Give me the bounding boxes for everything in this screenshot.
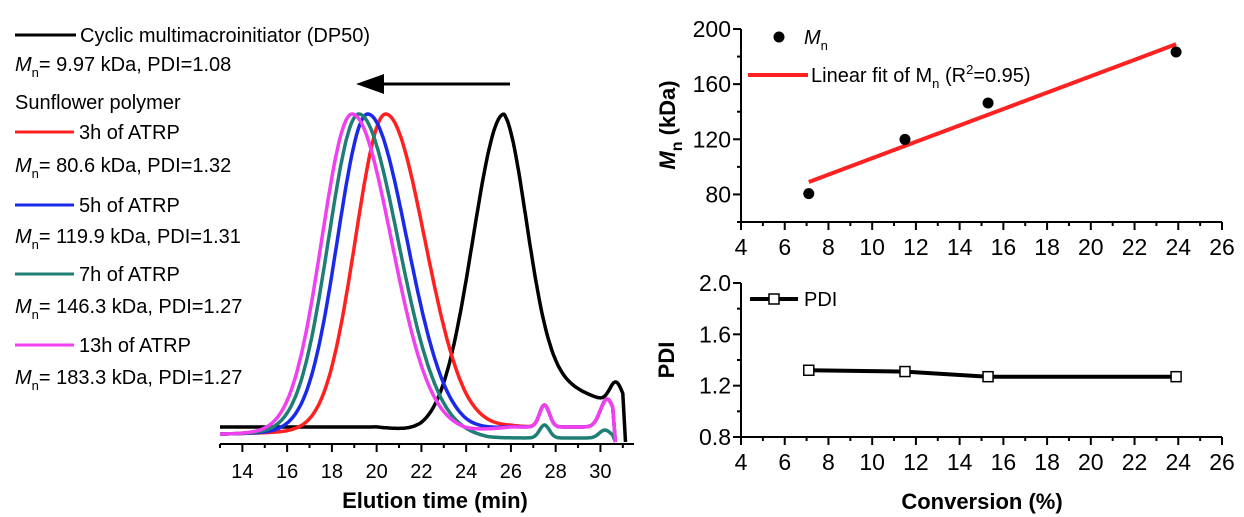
mn-legend: Mn Linear fit of Mn (R2=0.95) [748, 27, 1031, 91]
pdi-x-tick-label: 4 [735, 449, 748, 475]
pdi-series [803, 364, 1182, 383]
pdi-point [803, 364, 815, 377]
legend-info-5h: Mn= 119.9 kDa, PDI=1.31 [15, 226, 241, 252]
pdi-legend-marker [768, 293, 780, 305]
legend-label-3h: 3h of ATRP [79, 122, 180, 144]
pdi-x-tick-label: 26 [1209, 449, 1235, 475]
legend-entry-3h: 3h of ATRP Mn= 80.6 kDa, PDI=1.32 [15, 122, 231, 181]
gpc-curves [219, 112, 628, 443]
pdi-x-tick-label: 18 [1034, 449, 1060, 475]
gpc-tick-label: 18 [321, 461, 343, 483]
mn-points [803, 46, 1182, 200]
pdi-x-tick-label: 12 [903, 449, 929, 475]
pdi-y-tick-label: 2.0 [699, 270, 731, 296]
mn-legend-label-fit: Linear fit of Mn (R2=0.95) [811, 62, 1031, 91]
mn-x-tick-label: 4 [735, 234, 748, 260]
mn-y-axis-label: Mn (kDa) [655, 80, 686, 169]
mn-y-tick-label: 80 [705, 181, 731, 207]
gpc-tick-label: 26 [500, 461, 522, 483]
gpc-trace-0 [219, 112, 628, 443]
pdi-x-tick-label: 20 [1078, 449, 1104, 475]
legend-label-7h: 7h of ATRP [79, 264, 180, 286]
mn-point [899, 133, 911, 145]
gpc-trace-1 [219, 112, 618, 443]
pdi-legend: PDI [750, 289, 837, 311]
mn-legend-marker [773, 31, 785, 43]
mn-panel: 80 120 160 200 4 6 8 10 12 14 16 18 20 22 24 26 Mn (kD… [655, 16, 1235, 260]
pdi-x-tick-label: 8 [822, 449, 835, 475]
mn-x-tick-label: 26 [1209, 234, 1235, 260]
mn-x-tick-label: 20 [1078, 234, 1104, 260]
gpc-tick-label: 14 [231, 461, 253, 483]
legend-info-3h: Mn= 80.6 kDa, PDI=1.32 [15, 155, 231, 181]
pdi-point [899, 365, 911, 378]
legend-entry-5h: 5h of ATRP Mn= 119.9 kDa, PDI=1.31 [15, 195, 241, 252]
gpc-tick-label: 30 [589, 461, 611, 483]
gpc-tick-label: 16 [276, 461, 298, 483]
legend-entry-13h: 13h of ATRP Mn= 183.3 kDa, PDI=1.27 [15, 335, 242, 393]
gpc-trace-3 [219, 112, 618, 443]
pdi-y-tick-label: 0.8 [699, 424, 731, 450]
gpc-tick-label: 20 [366, 461, 388, 483]
pdi-y-tick-label: 1.2 [699, 373, 731, 399]
mn-y-ticks: 80 120 160 200 [693, 16, 741, 223]
legend-label-5h: 5h of ATRP [79, 195, 180, 217]
mn-x-tick-label: 18 [1034, 234, 1060, 260]
legend-entry-dp50: Cyclic multimacroinitiator (DP50) Mn= 9.… [15, 25, 370, 80]
pdi-point [1170, 370, 1182, 383]
pdi-line [808, 368, 1177, 379]
legend-info-7h: Mn= 146.3 kDa, PDI=1.27 [15, 296, 242, 322]
gpc-x-axis-label: Elution time (min) [342, 488, 528, 513]
gpc-tick-label: 22 [410, 461, 432, 483]
pdi-y-tick-label: 1.6 [699, 321, 731, 347]
pdi-x-axis-label: Conversion (%) [901, 489, 1062, 514]
mn-fit-line [808, 42, 1177, 184]
legend-label-13h: 13h of ATRP [79, 335, 191, 357]
gpc-trace-2 [219, 112, 618, 443]
legend-label-dp50: Cyclic multimacroinitiator (DP50) [80, 25, 370, 47]
legend-info-dp50: Mn= 9.97 kDa, PDI=1.08 [15, 54, 231, 80]
gpc-tick-label: 28 [545, 461, 567, 483]
gpc-x-ticks: 14 16 18 20 22 24 26 28 30 [219, 444, 624, 483]
mn-x-tick-label: 16 [991, 234, 1017, 260]
legend-entry-7h: 7h of ATRP Mn= 146.3 kDa, PDI=1.27 [15, 264, 242, 322]
pdi-x-tick-label: 22 [1122, 449, 1148, 475]
mn-x-tick-label: 8 [822, 234, 835, 260]
mn-x-tick-label: 22 [1122, 234, 1148, 260]
shift-arrow [356, 74, 510, 94]
mn-x-tick-label: 14 [947, 234, 973, 260]
mn-point [982, 97, 994, 109]
mn-legend-label-points: Mn [804, 27, 828, 53]
mn-x-tick-label: 24 [1165, 234, 1191, 260]
pdi-x-tick-label: 16 [991, 449, 1017, 475]
mn-x-tick-label: 6 [778, 234, 791, 260]
gpc-panel: 14 16 18 20 22 24 26 28 30 Elution time (min) Cy… [15, 25, 634, 513]
mn-point [1170, 46, 1182, 58]
pdi-x-tick-label: 14 [947, 449, 973, 475]
mn-y-tick-label: 200 [693, 16, 731, 42]
mn-y-tick-label: 120 [693, 126, 731, 152]
legend-info-13h: Mn= 183.3 kDa, PDI=1.27 [15, 367, 242, 393]
mn-y-tick-label: 160 [693, 71, 731, 97]
pdi-panel: 0.8 1.2 1.6 2.0 4 6 8 10 12 14 16 18 20 22 24 26 PDI C… [654, 270, 1235, 514]
gpc-trace-4 [219, 112, 618, 443]
pdi-x-tick-label: 6 [778, 449, 791, 475]
pdi-x-ticks: 4 6 8 10 12 14 16 18 20 22 24 26 [735, 437, 1235, 475]
pdi-legend-label: PDI [804, 289, 837, 311]
legend-heading: Sunflower polymer [15, 92, 181, 114]
gpc-tick-label: 24 [455, 461, 477, 483]
mn-fit-line-group [808, 42, 1177, 184]
mn-x-tick-label: 10 [859, 234, 885, 260]
mn-point [803, 188, 815, 200]
gpc-legend: Cyclic multimacroinitiator (DP50) Mn= 9.… [15, 25, 370, 393]
pdi-x-tick-label: 24 [1165, 449, 1191, 475]
mn-x-ticks: 4 6 8 10 12 14 16 18 20 22 24 26 [735, 222, 1235, 260]
pdi-y-axis-label: PDI [654, 342, 679, 379]
pdi-x-tick-label: 10 [859, 449, 885, 475]
mn-x-tick-label: 12 [903, 234, 929, 260]
pdi-y-ticks: 0.8 1.2 1.6 2.0 [699, 270, 741, 450]
pdi-point [982, 370, 994, 383]
